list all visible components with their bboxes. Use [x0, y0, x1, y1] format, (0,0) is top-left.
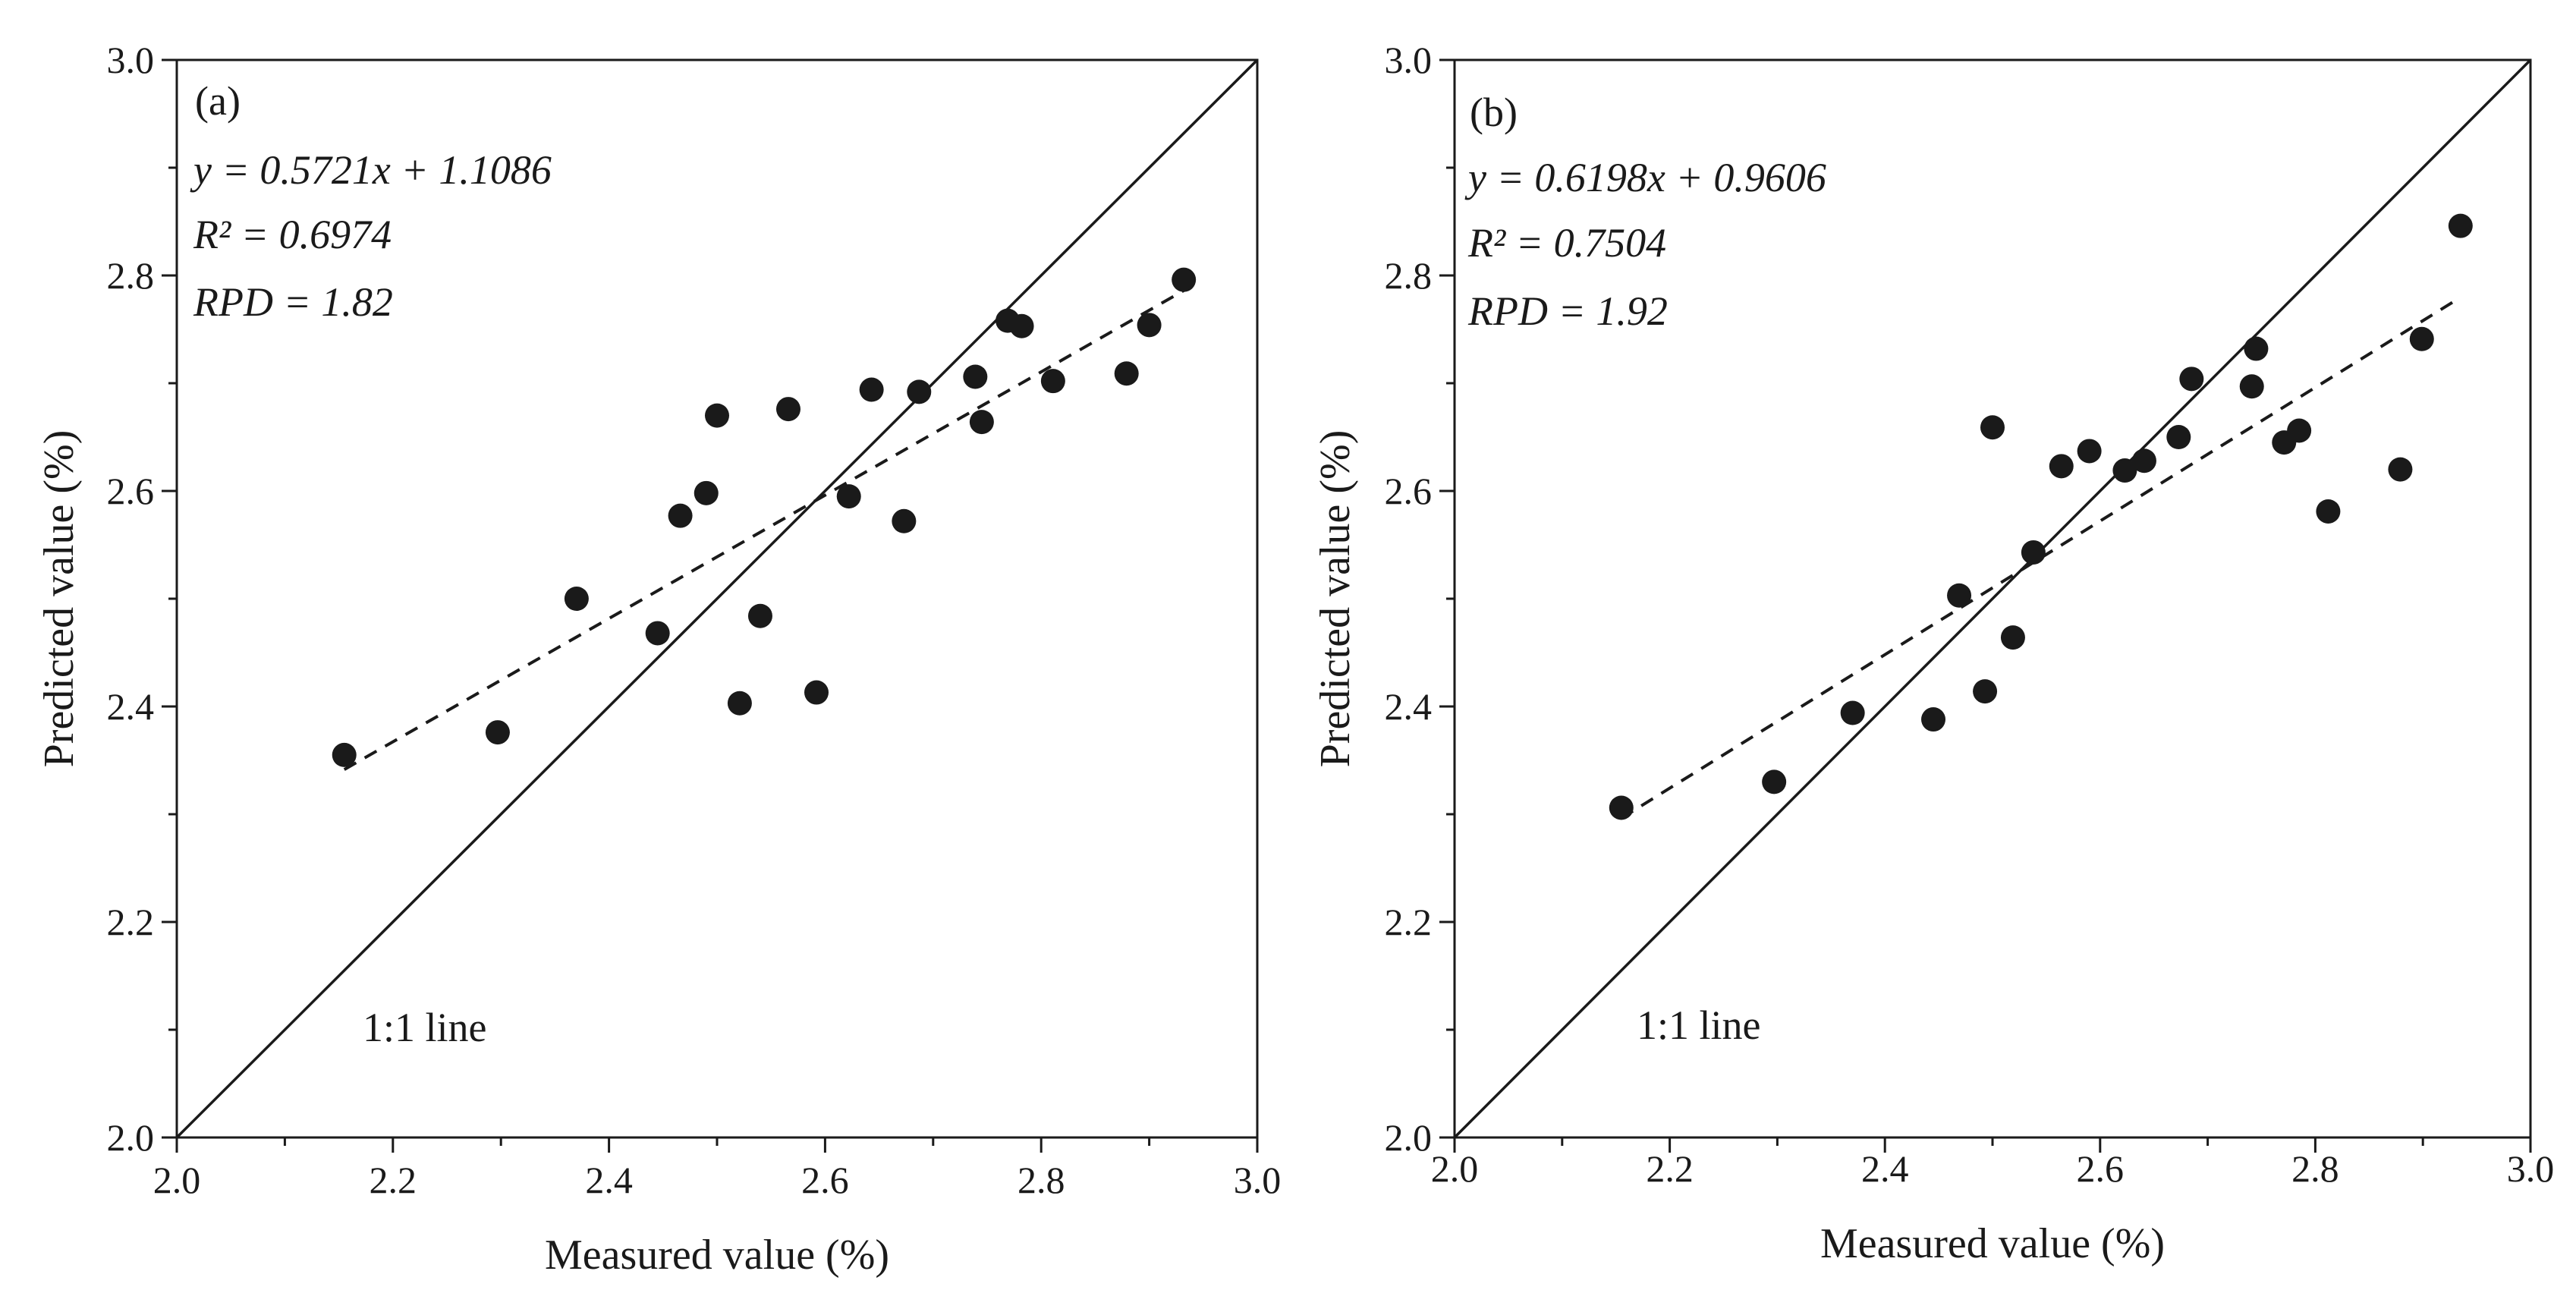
- x-tick-label: 2.6: [2077, 1147, 2125, 1190]
- data-point: [2131, 448, 2156, 474]
- one-to-one-line-label: 1:1 line: [1637, 1002, 1760, 1048]
- data-points: [1609, 213, 2473, 820]
- data-point: [2409, 326, 2434, 351]
- data-point: [485, 720, 510, 745]
- one-to-one-line-label: 1:1 line: [363, 1005, 486, 1050]
- data-point: [2287, 418, 2312, 443]
- x-tick-label: 2.8: [1018, 1159, 1065, 1201]
- data-point: [1840, 700, 1865, 725]
- chart-panel-b: 2.0 2.2 2.4 2.6 2.8 3.0 2.0 2.2 2.4 2.6 2.8 3.0 (b…: [1312, 39, 2554, 1267]
- x-tick-label: 2.2: [1646, 1147, 1694, 1190]
- y-tick-label: 2.6: [107, 470, 155, 512]
- y-axis-ticks: 2.0 2.2 2.4 2.6 2.8 3.0: [107, 39, 177, 1159]
- y-tick-label: 2.8: [107, 254, 155, 297]
- regression-fit-line: [343, 287, 1188, 771]
- y-tick-label: 3.0: [1385, 39, 1433, 81]
- regression-equation: y = 0.6198x + 0.9606: [1464, 155, 1826, 200]
- data-point: [836, 484, 861, 509]
- data-point: [332, 742, 357, 767]
- x-tick-label: 2.6: [801, 1159, 849, 1201]
- y-tick-label: 2.0: [107, 1116, 155, 1159]
- y-tick-label: 2.0: [1385, 1116, 1433, 1159]
- data-point: [2316, 499, 2341, 524]
- data-point: [2239, 374, 2264, 399]
- x-tick-label: 2.8: [2291, 1147, 2339, 1190]
- data-point: [2000, 625, 2025, 650]
- y-tick-label: 2.2: [107, 901, 155, 943]
- data-point: [1137, 313, 1162, 338]
- data-point: [564, 587, 589, 611]
- x-axis-title: Measured value (%): [545, 1232, 889, 1279]
- x-tick-label: 2.0: [1431, 1147, 1479, 1190]
- data-point: [2112, 458, 2137, 483]
- data-point: [1609, 795, 1634, 820]
- data-point: [1921, 707, 1946, 732]
- data-point: [645, 621, 670, 646]
- data-point: [705, 403, 729, 428]
- data-point: [775, 397, 800, 422]
- x-tick-label: 2.4: [585, 1159, 633, 1201]
- data-point: [747, 603, 772, 628]
- data-point: [2077, 439, 2102, 464]
- x-tick-label: 2.4: [1861, 1147, 1909, 1190]
- x-axis-ticks: 2.0 2.2 2.4 2.6 2.8 3.0: [1431, 1137, 2555, 1190]
- data-point: [1040, 369, 1065, 394]
- data-point: [2021, 540, 2046, 565]
- x-axis-ticks: 2.0 2.2 2.4 2.6 2.8 3.0: [153, 1137, 1282, 1201]
- data-point: [2166, 425, 2191, 449]
- data-point: [2448, 213, 2473, 238]
- data-point: [1172, 267, 1197, 292]
- x-tick-label: 3.0: [2507, 1147, 2555, 1190]
- y-tick-label: 2.8: [1385, 254, 1433, 297]
- x-tick-label: 3.0: [1234, 1159, 1282, 1201]
- data-point: [2179, 367, 2204, 392]
- data-point: [668, 503, 693, 528]
- data-point: [1973, 679, 1998, 704]
- data-point: [892, 508, 917, 533]
- y-axis-title: Predicted value (%): [36, 430, 83, 768]
- data-point: [2388, 457, 2413, 482]
- y-axis-ticks: 2.0 2.2 2.4 2.6 2.8 3.0: [1385, 39, 1455, 1159]
- r-squared-value: R² = 0.6974: [193, 212, 392, 257]
- x-axis-title: Measured value (%): [1820, 1220, 2165, 1267]
- y-tick-label: 3.0: [107, 39, 155, 81]
- y-tick-label: 2.6: [1385, 470, 1433, 512]
- x-tick-label: 2.2: [370, 1159, 417, 1201]
- data-point: [2244, 336, 2269, 361]
- rpd-value: RPD = 1.82: [193, 279, 393, 325]
- data-point: [969, 410, 994, 435]
- data-point: [963, 364, 988, 389]
- data-point: [727, 691, 752, 716]
- one-to-one-line: [1453, 58, 2532, 1139]
- x-tick-label: 2.0: [153, 1159, 201, 1201]
- data-point: [694, 480, 719, 505]
- data-point: [907, 379, 932, 404]
- data-point: [1009, 313, 1034, 338]
- y-tick-label: 2.4: [1385, 685, 1433, 728]
- panel-label: (a): [195, 78, 241, 124]
- r-squared-value: R² = 0.7504: [1467, 220, 1666, 266]
- y-tick-label: 2.4: [107, 685, 155, 728]
- data-points: [332, 267, 1197, 767]
- chart-panel-a: 2.0 2.2 2.4 2.6 2.8 3.0 2.0 2.2 2.4 2.6 2.8 3.0 (a…: [36, 39, 1281, 1279]
- data-point: [1980, 415, 2005, 440]
- one-to-one-line: [175, 58, 1259, 1139]
- data-point: [1114, 361, 1139, 386]
- panel-label: (b): [1470, 90, 1518, 135]
- data-point: [859, 377, 884, 402]
- data-point: [1947, 583, 1972, 608]
- y-tick-label: 2.2: [1385, 901, 1433, 943]
- y-axis-title: Predicted value (%): [1312, 430, 1359, 768]
- data-point: [2049, 454, 2074, 479]
- regression-equation: y = 0.5721x + 1.1086: [190, 147, 552, 193]
- data-point: [1762, 769, 1787, 794]
- rpd-value: RPD = 1.92: [1467, 288, 1668, 334]
- data-point: [804, 680, 829, 705]
